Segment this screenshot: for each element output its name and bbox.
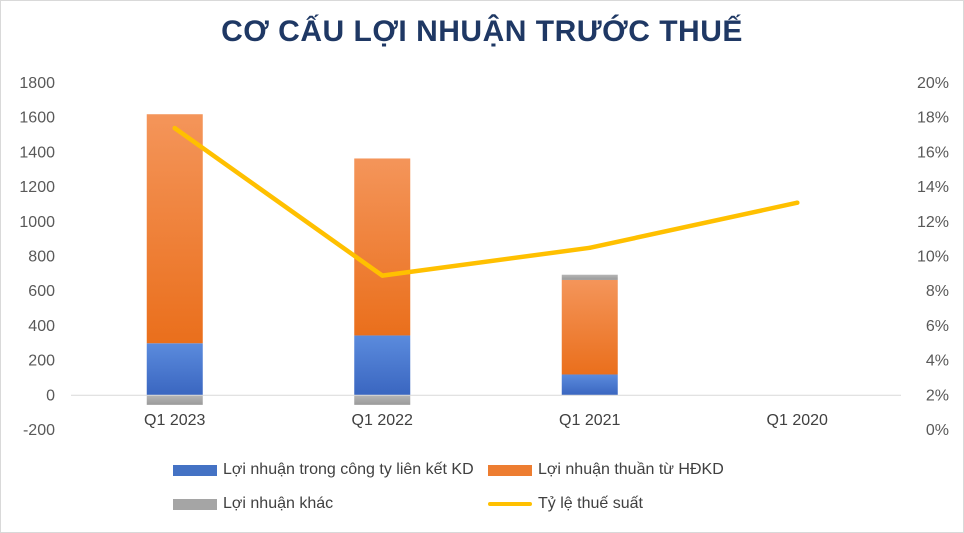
y-right-tick-label: 14% [917, 179, 949, 196]
y-left-tick-label: 1200 [19, 179, 55, 196]
tax-rate-point [380, 273, 385, 278]
tax-rate-point [587, 245, 592, 251]
y-right-tick-label: 12% [917, 214, 949, 231]
bar-segment [354, 158, 411, 336]
bar-segment [561, 374, 618, 396]
y-right-tick-label: 2% [926, 387, 949, 404]
y-right-tick-label: 20% [917, 75, 949, 92]
y-right-tick-label: 10% [917, 249, 949, 266]
chart-title: CƠ CẤU LỢI NHUẬN TRƯỚC THUẾ [221, 15, 743, 48]
y-left-tick-label: 600 [28, 283, 55, 300]
bar-segment [354, 395, 411, 405]
y-right-tick-label: 0% [926, 422, 949, 439]
y-right-tick-label: 6% [926, 318, 949, 335]
bar-segment [561, 274, 618, 280]
y-left-tick-label: 1600 [19, 110, 55, 127]
y-left-tick-label: 1400 [19, 144, 55, 161]
category-label: Q1 2023 [144, 412, 205, 429]
category-label: Q1 2022 [352, 412, 413, 429]
y-left-tick-label: 400 [28, 318, 55, 335]
bar-segment [146, 114, 203, 344]
y-left-tick-label: 200 [28, 353, 55, 370]
bar-segment [146, 395, 203, 405]
bar-segment [561, 279, 618, 375]
y-left-tick-label: -200 [23, 422, 55, 439]
y-right-tick-label: 4% [926, 353, 949, 370]
y-right-tick-label: 8% [926, 283, 949, 300]
tax-rate-point [172, 125, 177, 131]
y-left-tick-label: 0 [46, 387, 55, 404]
category-label: Q1 2020 [767, 412, 828, 429]
category-label: Q1 2021 [559, 412, 620, 429]
tax-rate-point [795, 200, 800, 205]
y-right-tick-label: 16% [917, 144, 949, 161]
y-left-tick-label: 1000 [19, 214, 55, 231]
y-right-tick-label: 18% [917, 110, 949, 127]
y-left-tick-label: 1800 [19, 75, 55, 92]
bar-segment [354, 335, 411, 396]
y-left-tick-label: 800 [28, 249, 55, 266]
tax-rate-line [172, 125, 800, 278]
bar-segment [146, 343, 203, 396]
